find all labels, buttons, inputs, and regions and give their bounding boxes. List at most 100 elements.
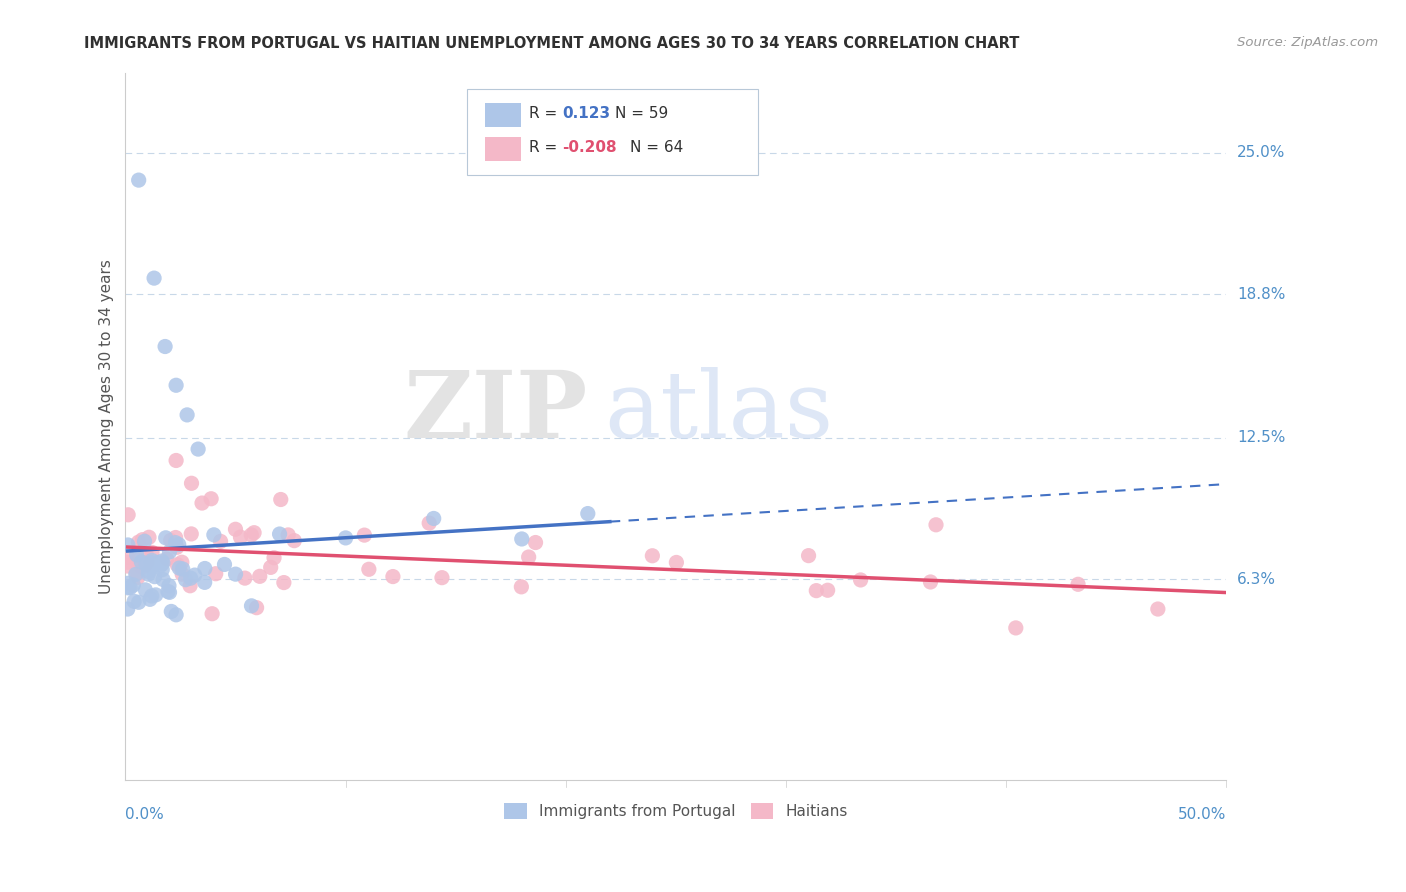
Point	[165, 607, 187, 622]
Point	[141, 545, 163, 559]
Point	[165, 535, 187, 549]
Point	[225, 567, 247, 582]
Point	[165, 453, 187, 467]
Point	[150, 554, 173, 568]
Point	[381, 569, 404, 583]
Point	[179, 579, 201, 593]
Point	[131, 533, 153, 547]
Point	[357, 562, 380, 576]
Point	[166, 558, 188, 572]
Point	[214, 558, 236, 572]
Point	[152, 573, 174, 587]
Text: 6.3%: 6.3%	[1237, 572, 1277, 587]
Text: atlas: atlas	[605, 368, 834, 458]
Point	[122, 578, 145, 592]
Point	[117, 581, 139, 595]
Point	[166, 541, 188, 555]
Point	[229, 530, 252, 544]
Point	[156, 584, 179, 599]
Point	[129, 559, 152, 574]
Text: -0.208: -0.208	[562, 140, 617, 155]
Y-axis label: Unemployment Among Ages 30 to 34 years: Unemployment Among Ages 30 to 34 years	[100, 259, 114, 594]
Point	[641, 549, 664, 563]
Point	[270, 492, 292, 507]
Point	[157, 579, 180, 593]
Point	[1147, 602, 1170, 616]
Point	[510, 532, 533, 546]
Point	[117, 538, 139, 552]
Point	[143, 569, 166, 583]
Point	[277, 528, 299, 542]
Text: 0.123: 0.123	[562, 106, 610, 121]
Point	[131, 555, 153, 569]
Point	[191, 496, 214, 510]
Point	[152, 556, 174, 570]
Point	[117, 555, 139, 569]
Point	[269, 527, 291, 541]
Point	[117, 602, 139, 616]
Point	[156, 552, 179, 566]
Point	[120, 581, 142, 595]
Point	[920, 574, 942, 589]
Point	[273, 575, 295, 590]
Point	[128, 535, 150, 549]
FancyBboxPatch shape	[485, 136, 520, 161]
Point	[125, 567, 148, 582]
Legend: Immigrants from Portugal, Haitians: Immigrants from Portugal, Haitians	[498, 797, 855, 825]
Point	[180, 571, 202, 585]
Point	[170, 555, 193, 569]
Point	[153, 339, 176, 353]
Point	[665, 556, 688, 570]
Point	[134, 534, 156, 549]
Point	[249, 569, 271, 583]
Point	[159, 585, 181, 599]
Point	[240, 599, 263, 613]
Text: R =: R =	[530, 140, 558, 155]
Text: 0.0%: 0.0%	[125, 807, 165, 822]
Point	[127, 570, 149, 584]
Point	[141, 589, 163, 603]
Text: 12.5%: 12.5%	[1237, 430, 1285, 445]
Point	[136, 556, 159, 570]
Point	[134, 558, 156, 573]
FancyBboxPatch shape	[485, 103, 520, 128]
Point	[125, 566, 148, 580]
Point	[117, 576, 139, 591]
Point	[165, 531, 187, 545]
Point	[128, 173, 150, 187]
Point	[180, 476, 202, 491]
Point	[138, 567, 160, 582]
Point	[418, 516, 440, 530]
Point	[172, 562, 194, 576]
Point	[125, 548, 148, 562]
Point	[260, 560, 283, 574]
Point	[176, 408, 198, 422]
Point	[149, 558, 172, 573]
Point	[925, 517, 948, 532]
Point	[430, 571, 453, 585]
Point	[202, 528, 225, 542]
Text: ZIP: ZIP	[404, 368, 588, 458]
Point	[141, 553, 163, 567]
Point	[422, 511, 444, 525]
Point	[243, 525, 266, 540]
Text: R =: R =	[530, 106, 558, 121]
Point	[128, 595, 150, 609]
Point	[183, 568, 205, 582]
Point	[122, 594, 145, 608]
Point	[174, 573, 197, 587]
Text: N = 59: N = 59	[616, 106, 669, 121]
Point	[194, 561, 217, 575]
Point	[283, 533, 305, 548]
Point	[143, 271, 166, 285]
Point	[524, 535, 547, 549]
Text: Source: ZipAtlas.com: Source: ZipAtlas.com	[1237, 36, 1378, 49]
Point	[138, 565, 160, 579]
Point	[353, 528, 375, 542]
Point	[117, 559, 139, 574]
Text: 50.0%: 50.0%	[1178, 807, 1226, 822]
Point	[263, 550, 285, 565]
Point	[576, 507, 599, 521]
Point	[200, 491, 222, 506]
Point	[806, 583, 828, 598]
